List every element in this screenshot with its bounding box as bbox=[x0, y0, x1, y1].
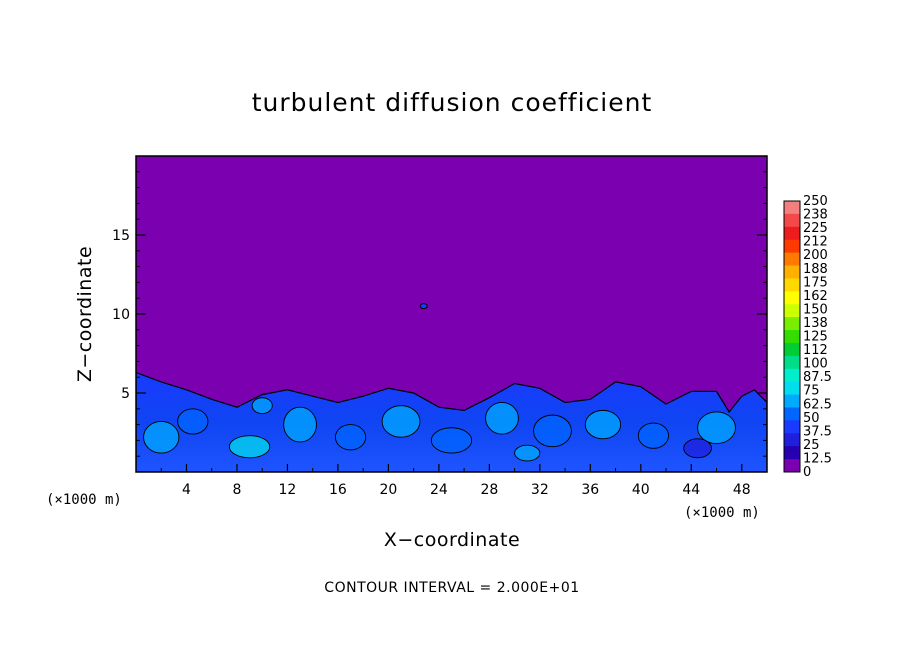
colorbar-swatch bbox=[784, 433, 800, 447]
colorbar-label: 37.5 bbox=[803, 424, 832, 439]
colorbar-swatch bbox=[784, 342, 800, 357]
turbulent-eddy bbox=[334, 424, 367, 451]
x-tick-label: 4 bbox=[182, 482, 191, 498]
turbulent-eddy bbox=[485, 402, 519, 435]
x-tick-label: 48 bbox=[733, 482, 751, 498]
x-tick-label: 20 bbox=[379, 482, 397, 498]
colorbar-swatch bbox=[784, 291, 800, 305]
x-tick-label: 44 bbox=[682, 482, 700, 498]
colorbar-label: 87.5 bbox=[803, 370, 832, 385]
colorbar-swatch bbox=[784, 252, 800, 266]
x-unit-left: (×1000 m) bbox=[46, 492, 122, 508]
turbulent-eddy bbox=[697, 411, 736, 445]
colorbar-label: 175 bbox=[803, 275, 828, 290]
colorbar-swatch bbox=[784, 213, 800, 228]
colorbar-swatch bbox=[784, 304, 800, 318]
colorbar-swatch bbox=[784, 381, 800, 395]
turbulent-eddy bbox=[584, 409, 622, 440]
colorbar-label: 225 bbox=[803, 221, 828, 236]
contour-interval-note: CONTOUR INTERVAL = 2.000E+01 bbox=[324, 580, 579, 596]
colorbar-swatch bbox=[784, 265, 800, 279]
x-tick-label: 32 bbox=[531, 482, 549, 498]
x-unit-right: (×1000 m) bbox=[684, 505, 760, 521]
colorbar-swatch bbox=[784, 459, 800, 473]
turbulent-eddy bbox=[430, 427, 473, 454]
colorbar-label: 125 bbox=[803, 330, 828, 345]
y-tick-label: 15 bbox=[112, 228, 130, 244]
turbulent-eddy bbox=[228, 435, 271, 459]
x-tick-label: 8 bbox=[232, 482, 241, 498]
isolated-blob bbox=[419, 303, 428, 310]
x-tick-label: 40 bbox=[632, 482, 650, 498]
colorbar-swatch bbox=[784, 201, 800, 215]
turbulent-eddy bbox=[177, 408, 209, 435]
colorbar-swatch bbox=[784, 420, 800, 434]
colorbar-swatch bbox=[784, 239, 800, 254]
turbulent-eddy bbox=[283, 406, 317, 443]
x-axis: 4 8 12 16 20 24 28 32 36 40 44 48 bbox=[160, 464, 751, 498]
turbulent-eddy bbox=[143, 420, 180, 454]
colorbar-label: 212 bbox=[803, 235, 828, 250]
colorbar-swatch bbox=[784, 407, 800, 421]
y-axis-label: Z−coordinate bbox=[74, 246, 96, 382]
colorbar-label: 112 bbox=[803, 343, 828, 358]
turbulent-eddy bbox=[533, 414, 572, 448]
colorbar-label: 238 bbox=[803, 208, 828, 223]
y-axis: 5 10 15 bbox=[112, 171, 767, 457]
plot-area bbox=[136, 156, 767, 472]
colorbar-frame bbox=[783, 200, 801, 473]
colorbar-label: 50 bbox=[803, 411, 820, 426]
turbulent-structures bbox=[143, 303, 736, 462]
turbulent-eddy bbox=[514, 444, 541, 462]
colorbar-swatch bbox=[784, 317, 800, 331]
colorbar: 2502382252122001881751621501381251121008… bbox=[783, 194, 832, 480]
colorbar-swatch bbox=[784, 226, 800, 241]
colorbar-label: 250 bbox=[803, 194, 828, 209]
turbulent-eddy bbox=[381, 405, 421, 438]
colorbar-label: 25 bbox=[803, 438, 820, 453]
colorbar-swatch bbox=[784, 446, 800, 460]
colorbar-label: 0 bbox=[803, 465, 811, 480]
colorbar-label: 75 bbox=[803, 384, 820, 399]
colorbar-swatch bbox=[784, 394, 800, 408]
x-axis-label: X−coordinate bbox=[384, 529, 520, 551]
colorbar-label: 62.5 bbox=[803, 397, 832, 412]
x-tick-label: 28 bbox=[480, 482, 498, 498]
colorbar-swatch bbox=[784, 278, 800, 292]
turbulent-eddy bbox=[251, 397, 273, 414]
colorbar-swatch bbox=[784, 330, 800, 344]
colorbar-label: 188 bbox=[803, 262, 828, 277]
turbulent-eddy bbox=[683, 438, 712, 459]
colorbar-swatch bbox=[784, 368, 800, 383]
x-tick-label: 16 bbox=[329, 482, 347, 498]
chart-title: turbulent diffusion coefficient bbox=[252, 88, 653, 117]
colorbar-swatch bbox=[784, 355, 800, 370]
turbulent-eddy bbox=[637, 422, 670, 449]
turbulent-layer bbox=[136, 371, 767, 472]
x-tick-label: 24 bbox=[430, 482, 448, 498]
y-tick-label: 5 bbox=[121, 386, 130, 402]
colorbar-label: 162 bbox=[803, 289, 828, 304]
colorbar-label: 138 bbox=[803, 316, 828, 331]
colorbar-label: 12.5 bbox=[803, 451, 832, 466]
colorbar-label: 100 bbox=[803, 357, 828, 372]
y-tick-label: 10 bbox=[112, 307, 130, 323]
colorbar-label: 150 bbox=[803, 302, 828, 317]
colorbar-label: 200 bbox=[803, 248, 828, 263]
x-tick-label: 36 bbox=[581, 482, 599, 498]
x-tick-label: 12 bbox=[279, 482, 297, 498]
